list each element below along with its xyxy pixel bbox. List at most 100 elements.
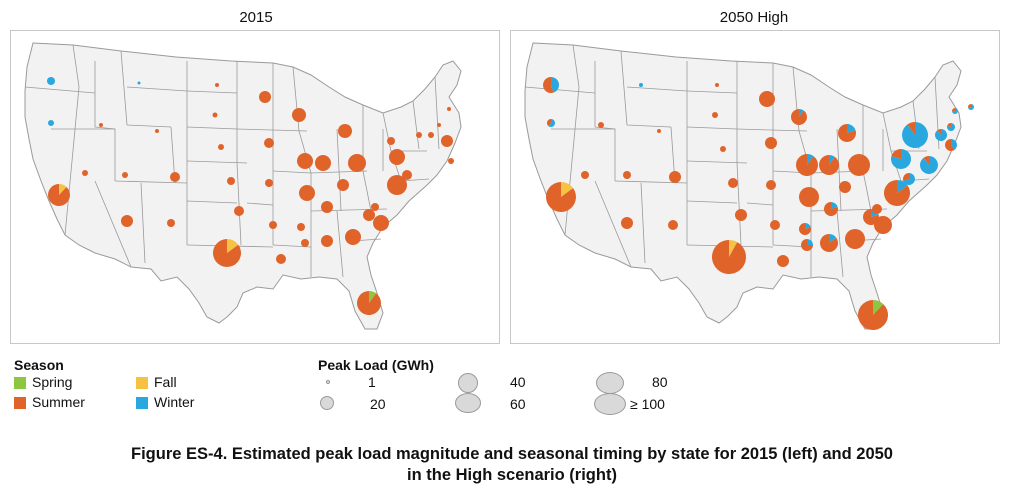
legend-size-40-label: 40 xyxy=(510,374,526,390)
state-peak-pie xyxy=(121,215,133,227)
state-peak-pie xyxy=(668,220,678,230)
legend-winter-label: Winter xyxy=(154,394,195,410)
map-2015-state-border xyxy=(236,162,242,246)
state-peak-pie xyxy=(777,255,789,267)
panel-title-2050-high: 2050 High xyxy=(719,9,789,26)
legend-size-100-dot xyxy=(594,393,626,415)
state-peak-pie xyxy=(952,108,958,115)
map-2050-states xyxy=(524,42,962,330)
state-peak-pie xyxy=(735,209,747,221)
legend-peak-load-title: Peak Load (GWh) xyxy=(318,357,434,373)
state-peak-pie xyxy=(213,239,241,267)
state-peak-pie xyxy=(389,149,405,165)
map-2050-state-border xyxy=(736,162,742,246)
map-2015-state-border xyxy=(362,170,372,212)
state-peak-pie xyxy=(215,83,219,87)
state-peak-pie xyxy=(935,129,947,141)
state-peak-pie xyxy=(167,219,175,227)
state-peak-pie xyxy=(657,129,661,133)
state-peak-pie xyxy=(819,155,839,175)
state-peak-pie xyxy=(712,240,747,275)
legend-size-60-dot xyxy=(455,393,481,413)
legend-size-80-dot xyxy=(596,372,624,394)
legend-fall-label: Fall xyxy=(154,374,177,390)
map-2015-peak-pies xyxy=(47,77,454,315)
state-peak-pie xyxy=(598,122,604,128)
state-peak-pie xyxy=(872,204,882,214)
state-peak-pie xyxy=(299,185,315,201)
state-peak-pie xyxy=(337,179,349,191)
legend-size-80-label: 80 xyxy=(652,374,668,390)
state-peak-pie xyxy=(345,229,361,245)
map-2015-state-border xyxy=(140,182,146,264)
legend-size-60-label: 60 xyxy=(510,396,526,412)
state-peak-pie xyxy=(543,77,559,93)
map-2050-state-border xyxy=(836,128,842,212)
state-peak-pie xyxy=(264,138,274,148)
legend-season-title: Season xyxy=(14,357,64,373)
state-peak-pie xyxy=(259,91,271,103)
state-peak-pie xyxy=(712,112,718,118)
map-2015 xyxy=(10,30,500,344)
map-2050-state-border xyxy=(686,126,738,130)
state-peak-pie xyxy=(838,124,856,142)
state-peak-pie xyxy=(547,119,555,127)
state-peak-pie xyxy=(715,83,719,87)
state-peak-pie xyxy=(234,206,244,216)
legend-summer-label: Summer xyxy=(32,394,85,410)
legend-size-1-label: 1 xyxy=(368,374,376,390)
map-2050-state-border xyxy=(620,50,672,128)
state-peak-pie xyxy=(363,209,375,221)
state-peak-pie xyxy=(839,181,851,193)
map-2015-state-border xyxy=(272,170,312,174)
state-peak-pie xyxy=(845,229,865,249)
state-peak-pie xyxy=(581,171,589,179)
legend-spring-swatch xyxy=(14,377,26,389)
map-2015-state-border xyxy=(114,180,188,184)
state-peak-pie xyxy=(799,223,811,235)
legend-size-1-dot xyxy=(326,380,330,384)
map-2050-state-border xyxy=(686,200,738,204)
state-peak-pie xyxy=(371,203,379,211)
state-peak-pie xyxy=(292,108,306,122)
map-2015-states xyxy=(24,42,462,330)
state-peak-pie xyxy=(920,156,938,174)
map-2015-state-border xyxy=(94,61,116,181)
state-peak-pie xyxy=(155,129,159,133)
state-peak-pie xyxy=(902,122,928,148)
state-peak-pie xyxy=(796,154,818,177)
figure-caption-line1: Figure ES-4. Estimated peak load magnitu… xyxy=(131,445,893,463)
map-2015-state-border xyxy=(336,210,344,278)
state-peak-pie xyxy=(848,154,870,176)
state-peak-pie xyxy=(770,220,780,230)
state-peak-pie xyxy=(448,158,454,164)
map-2015-state-border xyxy=(94,180,132,268)
state-peak-pie xyxy=(947,123,955,131)
map-2050-state-border xyxy=(862,170,872,212)
state-peak-pie xyxy=(387,175,407,195)
map-2015-state-border xyxy=(186,90,238,94)
state-peak-pie xyxy=(447,107,451,111)
panel-title-2015: 2015 xyxy=(239,9,273,26)
state-peak-pie xyxy=(858,300,889,331)
state-peak-pie xyxy=(227,177,235,185)
state-peak-pie xyxy=(968,104,974,111)
map-2015-state-border xyxy=(120,50,172,128)
state-peak-pie xyxy=(720,146,726,152)
map-2050-state-border xyxy=(836,210,844,278)
state-peak-pie xyxy=(799,187,819,207)
state-peak-pie xyxy=(315,155,331,171)
state-peak-pie xyxy=(265,179,273,187)
map-2050-state-border xyxy=(686,90,738,94)
state-peak-pie xyxy=(903,173,915,185)
map-2015-us-outline xyxy=(24,42,462,330)
state-peak-pie xyxy=(297,153,313,169)
state-peak-pie xyxy=(791,109,807,125)
map-2015-svg xyxy=(24,42,462,330)
legend-summer-swatch xyxy=(14,397,26,409)
state-peak-pie xyxy=(437,123,441,127)
state-peak-pie xyxy=(546,182,576,213)
figure-caption: Figure ES-4. Estimated peak load magnitu… xyxy=(0,444,1024,486)
state-peak-pie xyxy=(874,216,892,234)
figure-caption-line2: in the High scenario (right) xyxy=(407,466,617,484)
